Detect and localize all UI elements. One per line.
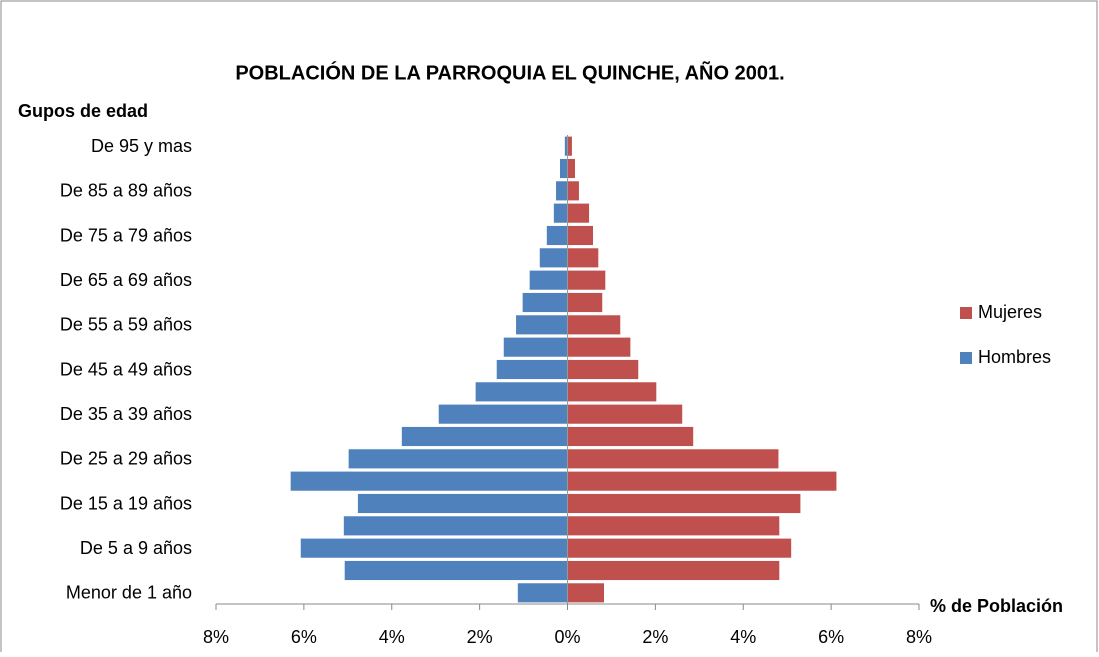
y-tick-label: De 5 a 9 años	[80, 538, 192, 558]
bar	[555, 180, 568, 202]
bar	[401, 426, 568, 447]
bar	[474, 381, 568, 403]
x-axis-label: % de Población	[930, 596, 1063, 616]
x-tick-label: 8%	[906, 627, 932, 647]
y-axis-label: Gupos de edad	[18, 101, 148, 121]
x-tick-label: 4%	[379, 627, 405, 647]
x-tick-label: 6%	[291, 627, 317, 647]
y-tick-label: De 65 a 69 años	[60, 270, 192, 290]
bar	[567, 381, 658, 403]
x-tick-label: 8%	[203, 627, 229, 647]
bar	[567, 336, 632, 358]
x-tick-label: 4%	[730, 627, 756, 647]
bar	[567, 269, 607, 291]
y-tick-label: De 45 a 49 años	[60, 359, 192, 379]
y-tick-label: De 35 a 39 años	[60, 404, 192, 424]
x-tick-label: 2%	[642, 627, 668, 647]
bar	[567, 470, 838, 492]
y-tick-label: Menor de 1 año	[66, 583, 192, 603]
bar	[567, 359, 640, 380]
bar	[437, 403, 568, 425]
bar	[299, 537, 568, 559]
y-tick-label: De 55 a 59 años	[60, 315, 192, 335]
bar	[495, 359, 568, 380]
bar	[567, 448, 780, 470]
y-tick-label: De 85 a 89 años	[60, 181, 192, 201]
bar	[567, 202, 590, 224]
legend-swatch	[960, 352, 972, 364]
bar	[559, 158, 568, 179]
bar	[567, 560, 781, 581]
chart-title: POBLACIÓN DE LA PARROQUIA EL QUINCHE, AÑ…	[235, 60, 784, 84]
bar	[357, 493, 568, 514]
bar	[567, 403, 684, 425]
bar	[546, 225, 568, 246]
x-tick-label: 0%	[554, 627, 580, 647]
y-tick-label: De 75 a 79 años	[60, 225, 192, 245]
bar	[521, 292, 568, 313]
bar	[343, 560, 568, 581]
bar	[343, 515, 568, 537]
legend-label: Mujeres	[978, 302, 1042, 322]
bar	[567, 314, 622, 336]
bar	[517, 582, 568, 604]
bar	[567, 247, 600, 269]
legend-swatch	[960, 307, 972, 319]
y-tick-label: De 15 a 19 años	[60, 493, 192, 513]
bar	[553, 202, 568, 224]
y-tick-label: De 25 a 29 años	[60, 449, 192, 469]
bar	[567, 292, 604, 313]
x-tick-label: 6%	[818, 627, 844, 647]
bar	[567, 515, 781, 537]
legend-label: Hombres	[978, 347, 1051, 367]
bar	[347, 448, 568, 470]
bar	[567, 426, 695, 447]
bar	[567, 537, 792, 559]
bar	[528, 269, 568, 291]
bar	[567, 180, 580, 202]
bar	[567, 225, 594, 246]
x-tick-label: 2%	[467, 627, 493, 647]
bar	[515, 314, 568, 336]
bar	[567, 582, 605, 604]
y-tick-label: De 95 y mas	[91, 136, 192, 156]
bar	[567, 493, 802, 514]
bar	[502, 336, 568, 358]
bar	[538, 247, 568, 269]
bar	[289, 470, 568, 492]
bar	[567, 135, 573, 157]
bar	[567, 158, 576, 179]
